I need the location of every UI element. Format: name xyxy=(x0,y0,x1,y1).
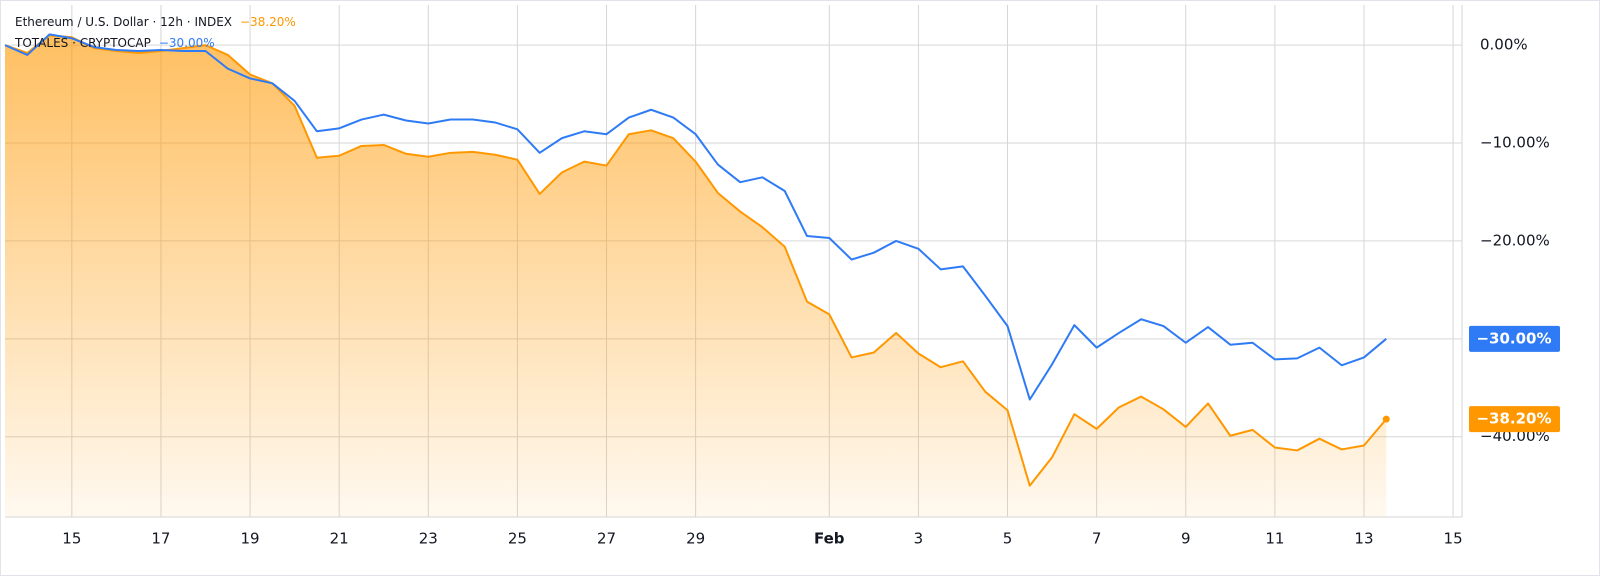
x-tick-label: 15 xyxy=(62,530,81,548)
x-tick-label: 3 xyxy=(914,530,924,548)
legend-value: −38.20% xyxy=(240,15,296,29)
x-tick-label: 29 xyxy=(686,530,705,548)
price-badge xyxy=(1469,406,1560,433)
x-tick-label: Feb xyxy=(814,530,845,548)
y-tick-label: −20.00% xyxy=(1480,231,1550,249)
line xyxy=(4,34,1388,487)
x-tick-label: 7 xyxy=(1092,530,1102,548)
x-tick-label: 15 xyxy=(1444,530,1463,548)
x-tick-label: 19 xyxy=(241,530,260,548)
legend-label: TOTALES · CRYPTOCAP −30.00% xyxy=(14,36,215,50)
legend-name: TOTALES · CRYPTOCAP xyxy=(14,36,151,50)
last-point xyxy=(1382,415,1390,423)
area xyxy=(5,35,1387,517)
legend-label: Ethereum / U.S. Dollar · 12h · INDEX −38.… xyxy=(15,15,296,29)
x-tick-label: 17 xyxy=(151,530,170,548)
x-tick-label: 13 xyxy=(1354,530,1373,548)
price-badge-label: −30.00% xyxy=(1476,329,1551,347)
y-tick-label: −10.00% xyxy=(1480,134,1550,152)
x-tick-label: 9 xyxy=(1181,530,1191,548)
price-badge-label: −38.20% xyxy=(1476,410,1551,428)
x-tick-label: 25 xyxy=(508,530,527,548)
x-tick-label: 11 xyxy=(1265,530,1284,548)
x-tick-label: 23 xyxy=(419,530,438,548)
legend-value: −30.00% xyxy=(159,36,215,50)
y-tick-label: 0.00% xyxy=(1480,36,1528,54)
x-tick-label: 21 xyxy=(330,530,349,548)
x-tick-label: 5 xyxy=(1003,530,1013,548)
line xyxy=(4,33,1387,401)
x-tick-label: 27 xyxy=(597,530,616,548)
legend-name: Ethereum / U.S. Dollar · 12h · INDEX xyxy=(15,15,232,29)
price-badge xyxy=(1469,325,1560,352)
